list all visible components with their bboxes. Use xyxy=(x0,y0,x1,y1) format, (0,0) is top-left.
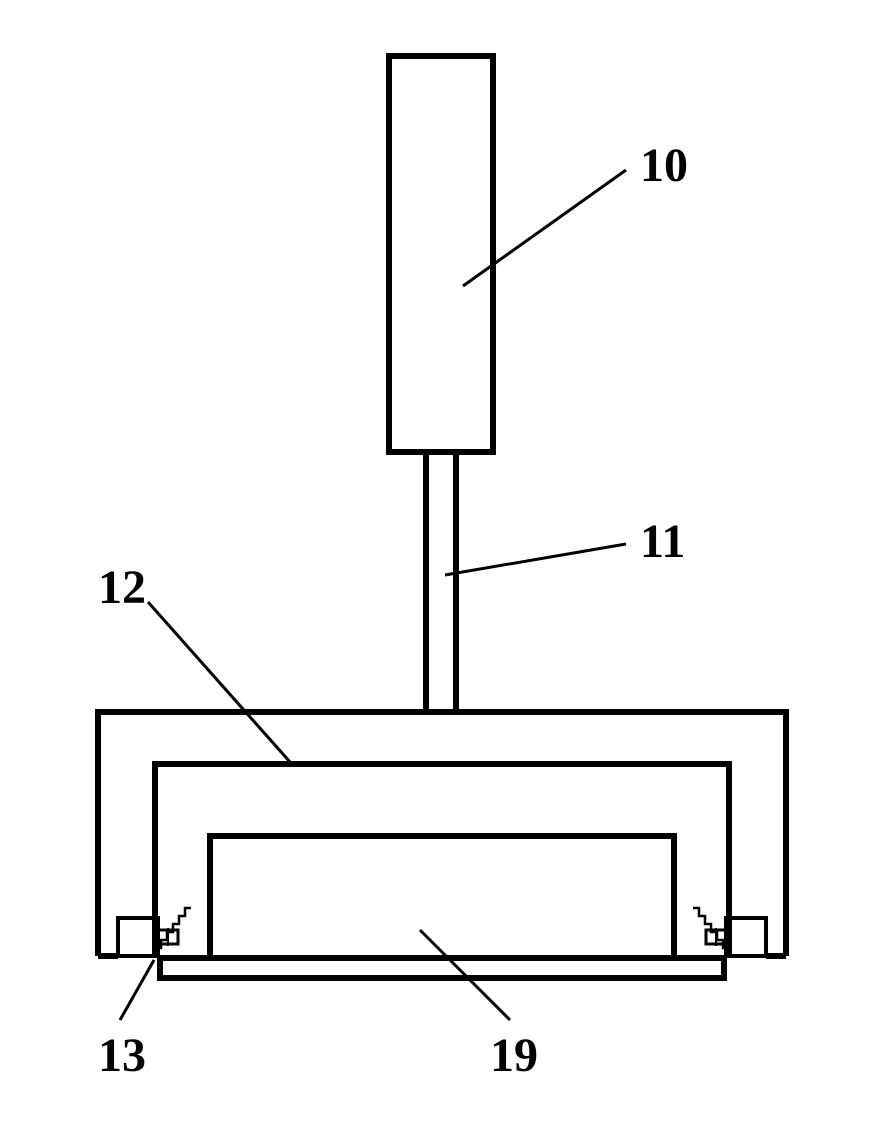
label-11: 11 xyxy=(640,514,685,569)
label-12: 12 xyxy=(98,560,146,615)
label-10: 10 xyxy=(640,138,688,193)
label-13: 13 xyxy=(98,1028,146,1083)
label-19: 19 xyxy=(490,1028,538,1083)
